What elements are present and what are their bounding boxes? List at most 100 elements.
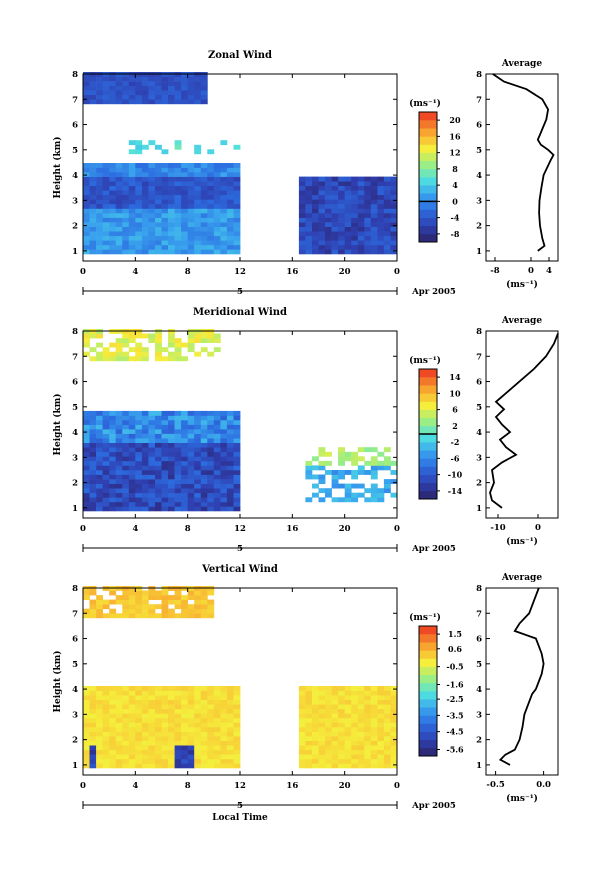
heatmap-cell xyxy=(174,203,182,209)
heatmap-cell xyxy=(194,758,202,764)
heatmap-cell xyxy=(181,203,188,209)
heatmap-cell xyxy=(83,90,90,96)
heatmap-cell xyxy=(220,244,228,250)
heatmap-cell xyxy=(383,758,391,764)
heatmap-cell xyxy=(89,356,97,362)
heatmap-cell xyxy=(312,249,319,255)
heatmap-cell xyxy=(318,249,326,255)
heatmap-cell xyxy=(364,222,372,227)
heatmap-cell xyxy=(383,465,391,471)
heatmap-cell xyxy=(220,763,228,769)
heatmap-cell xyxy=(83,333,90,339)
heatmap-cell xyxy=(325,708,332,714)
colorbar-swatch xyxy=(419,377,437,386)
heatmap-cell xyxy=(122,81,130,86)
heatmap-cell xyxy=(226,235,234,241)
heatmap-cell xyxy=(187,465,195,471)
heatmap-cell xyxy=(174,690,182,696)
heatmap-cell xyxy=(207,731,215,737)
heatmap-cell xyxy=(174,754,182,760)
heatmap-cell xyxy=(181,695,188,700)
heatmap-cell xyxy=(122,415,130,421)
heatmap-cell xyxy=(390,240,398,246)
heatmap-cell xyxy=(135,356,143,362)
heatmap-cell xyxy=(207,185,215,191)
colorbar-tick-label: 10 xyxy=(449,388,461,398)
heatmap-cell xyxy=(200,333,208,339)
heatmap-cell xyxy=(187,347,195,353)
heatmap-cell xyxy=(325,717,332,723)
heatmap-cell xyxy=(194,333,202,339)
heatmap-cell xyxy=(351,208,359,214)
colorbar-swatch xyxy=(419,120,437,129)
heatmap-cell xyxy=(200,717,208,723)
profile-y-tick-label: 3 xyxy=(476,453,482,463)
heatmap-cell xyxy=(305,727,313,732)
heatmap-cell xyxy=(141,190,149,196)
heatmap-cell xyxy=(141,708,149,714)
heatmap-cell xyxy=(338,203,345,209)
heatmap-cell xyxy=(96,172,103,177)
heatmap-cell xyxy=(338,222,345,227)
heatmap-cell xyxy=(181,442,188,448)
colorbar-tick-label: 12 xyxy=(449,148,460,158)
heatmap-cell xyxy=(115,208,123,214)
heatmap-cell xyxy=(128,451,136,457)
heatmap-cell xyxy=(220,690,228,696)
colorbar-tick-label: 2 xyxy=(452,421,458,431)
heatmap-cell xyxy=(83,613,90,619)
heatmap-cell xyxy=(102,176,110,182)
heatmap-cell xyxy=(344,456,352,462)
heatmap-cell xyxy=(96,410,103,416)
heatmap-cell xyxy=(213,460,221,466)
heatmap-cell xyxy=(122,231,130,237)
heatmap-cell xyxy=(128,149,136,155)
heatmap-cell xyxy=(344,492,352,498)
heatmap-cell xyxy=(383,460,391,466)
heatmap-cell xyxy=(344,213,352,218)
colorbar-tick-label: 1.5 xyxy=(448,629,462,639)
heatmap-cell xyxy=(187,217,195,223)
heatmap-cell xyxy=(220,699,228,705)
heatmap-cell xyxy=(377,704,385,710)
heatmap-cell xyxy=(102,190,110,196)
heatmap-cell xyxy=(115,342,123,348)
profile-y-tick-label: 2 xyxy=(476,479,482,489)
heatmap-cell xyxy=(200,690,208,696)
heatmap-cell xyxy=(298,704,306,710)
heatmap-cell xyxy=(207,176,215,182)
heatmap-cell xyxy=(174,488,182,494)
heatmap-cell xyxy=(226,185,234,191)
heatmap-cell xyxy=(344,190,352,196)
heatmap-cell xyxy=(194,447,202,453)
heatmap-cell xyxy=(312,483,319,489)
heatmap-cell xyxy=(305,235,313,241)
heatmap-cell xyxy=(109,506,117,512)
heatmap-cell xyxy=(89,424,97,430)
heatmap-cell xyxy=(351,240,359,246)
heatmap-cell xyxy=(135,235,143,241)
heatmap-cell xyxy=(174,356,182,362)
heatmap-cell xyxy=(148,608,156,614)
heatmap-cell xyxy=(383,722,391,728)
heatmap-cell xyxy=(128,194,136,200)
heatmap-cell xyxy=(351,717,359,723)
heatmap-cell xyxy=(122,506,130,512)
heatmap-cell xyxy=(200,456,208,462)
heatmap-cell xyxy=(207,590,215,596)
heatmap-cell xyxy=(161,240,169,246)
heatmap-cell xyxy=(318,708,326,714)
heatmap-cell xyxy=(351,222,359,227)
heatmap-cell xyxy=(128,94,136,100)
heatmap-cell xyxy=(370,190,378,196)
heatmap-cell xyxy=(305,194,313,200)
heatmap-cell xyxy=(390,181,398,186)
heatmap-cell xyxy=(344,483,352,489)
profile-y-tick-label: 6 xyxy=(476,121,482,131)
heatmap-cell xyxy=(96,695,103,700)
heatmap-cell xyxy=(122,429,130,434)
heatmap-cell xyxy=(135,754,143,760)
heatmap-cell xyxy=(318,447,326,453)
y-axis-label: Height (km) xyxy=(52,136,63,198)
heatmap-cell xyxy=(89,474,97,480)
